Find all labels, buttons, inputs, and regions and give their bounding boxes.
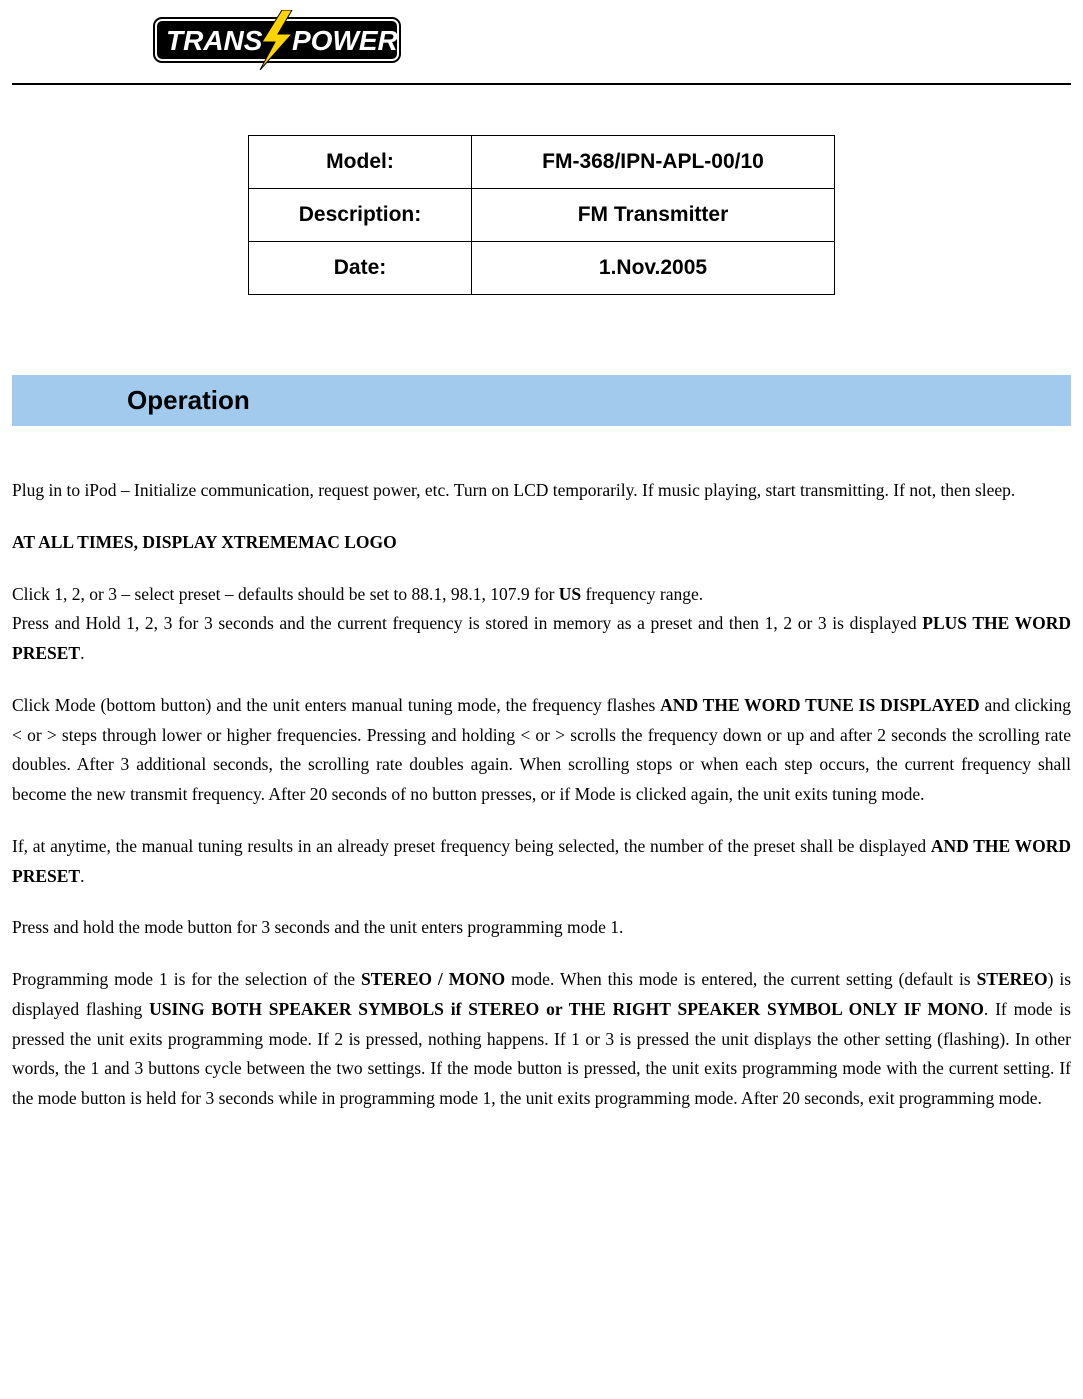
text-span: Programming mode 1 is for the selection …	[12, 969, 361, 989]
bold-text: USING BOTH SPEAKER SYMBOLS if STEREO or …	[149, 999, 984, 1019]
bold-text: US	[559, 584, 581, 604]
text-span: mode. When this mode is entered, the cur…	[505, 969, 976, 989]
info-value-date: 1.Nov.2005	[472, 242, 835, 295]
info-value-model: FM-368/IPN-APL-00/10	[472, 136, 835, 189]
logo-container: TRANS POWER	[12, 0, 1071, 75]
text-span: If, at anytime, the manual tuning result…	[12, 836, 931, 856]
header-divider	[12, 83, 1071, 85]
transpower-logo: TRANS POWER	[152, 10, 402, 70]
text-span: frequency range.	[581, 584, 703, 604]
info-table: Model: FM-368/IPN-APL-00/10 Description:…	[248, 135, 835, 295]
paragraph-preset-display: If, at anytime, the manual tuning result…	[12, 832, 1071, 892]
logo-text-right: POWER	[292, 25, 399, 56]
text-span: .	[80, 866, 84, 886]
info-label-description: Description:	[249, 189, 472, 242]
paragraph-intro: Plug in to iPod – Initialize communicati…	[12, 476, 1071, 506]
paragraph-logo-note: AT ALL TIMES, DISPLAY XTREMEMAC LOGO	[12, 528, 1071, 558]
info-value-description: FM Transmitter	[472, 189, 835, 242]
bold-text: AND THE WORD TUNE IS DISPLAYED	[660, 695, 979, 715]
table-row: Description: FM Transmitter	[249, 189, 835, 242]
text-span: .	[80, 643, 84, 663]
bold-text: STEREO / MONO	[361, 969, 505, 989]
info-label-model: Model:	[249, 136, 472, 189]
section-title: Operation	[12, 375, 1071, 426]
paragraph-tuning: Click Mode (bottom button) and the unit …	[12, 691, 1071, 810]
table-row: Model: FM-368/IPN-APL-00/10	[249, 136, 835, 189]
text-span: Click 1, 2, or 3 – select preset – defau…	[12, 584, 559, 604]
text-span: Press and Hold 1, 2, 3 for 3 seconds and…	[12, 613, 922, 633]
info-label-date: Date:	[249, 242, 472, 295]
paragraph-prog-mode: Press and hold the mode button for 3 sec…	[12, 913, 1071, 943]
bold-text: STEREO	[977, 969, 1048, 989]
table-row: Date: 1.Nov.2005	[249, 242, 835, 295]
paragraph-presets: Click 1, 2, or 3 – select preset – defau…	[12, 580, 1071, 669]
body-text: Plug in to iPod – Initialize communicati…	[12, 476, 1071, 1114]
text-span: Click Mode (bottom button) and the unit …	[12, 695, 660, 715]
paragraph-stereo-mono: Programming mode 1 is for the selection …	[12, 965, 1071, 1114]
logo-text-left: TRANS	[166, 25, 263, 56]
bold-text: AT ALL TIMES, DISPLAY XTREMEMAC LOGO	[12, 532, 397, 552]
